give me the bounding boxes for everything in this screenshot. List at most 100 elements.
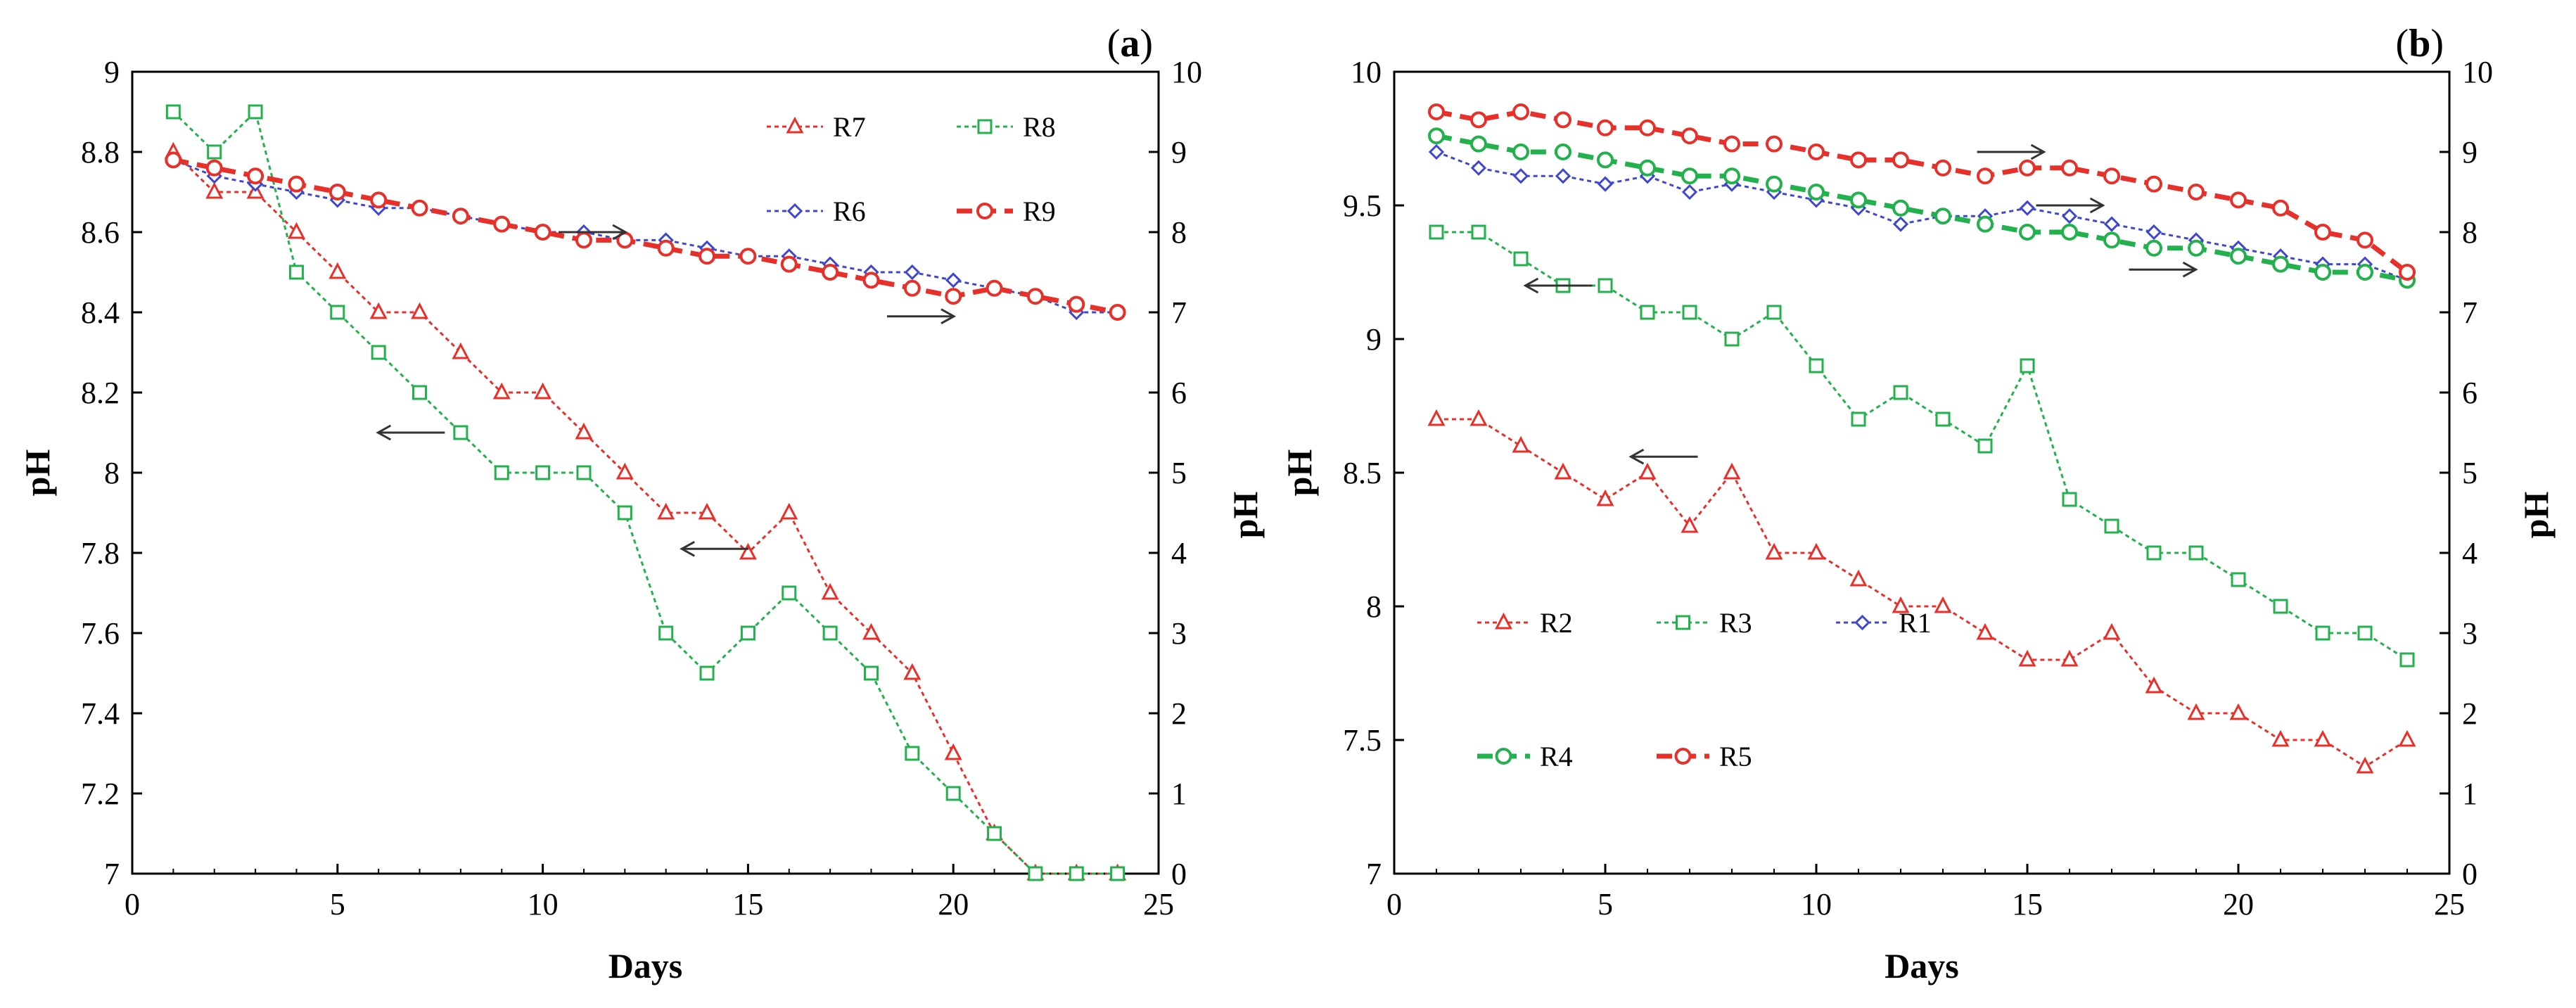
- panel-b-data-point-R5: [2145, 175, 2162, 193]
- panel-b-data-point-R2: [1427, 409, 1446, 426]
- panel-b-data-point-R4: [1723, 167, 1740, 185]
- panel-b-data-point-R5: [1512, 103, 1529, 120]
- panel-b-data-point-R3: [1724, 331, 1740, 347]
- panel-b-data-point-R2: [1765, 542, 1783, 560]
- panel-a-series-R8: [165, 104, 1126, 881]
- panel-a-legend-item-R7: R7: [767, 111, 866, 143]
- panel-a-data-point-R9: [986, 279, 1003, 297]
- panel-b-y2-tick-label: 2: [2462, 696, 2478, 731]
- panel-a-series-line-R7: [172, 151, 1118, 875]
- panel-b-data-point-R2: [1469, 409, 1488, 426]
- panel-b-data-point-R1: [1512, 168, 1529, 184]
- panel-b-arrow-right: [2036, 197, 2105, 214]
- panel-a-data-point-R9: [247, 167, 264, 185]
- panel-b-data-point-R2: [1723, 462, 1741, 480]
- panel-a-legend: R7 R8 R6 R9: [767, 111, 1056, 227]
- panel-b-data-point-R4: [2061, 224, 2078, 241]
- panel-a-y-tick-label: 9: [104, 55, 120, 89]
- panel-a-data-point-R8: [371, 345, 386, 360]
- panel-b-data-point-R2: [2356, 756, 2374, 774]
- panel-b-data-point-R4: [1512, 143, 1529, 160]
- panel-b-data-point-R3: [1977, 438, 1993, 454]
- panel-b-data-point-R3: [2188, 545, 2204, 561]
- panel-b-data-point-R3: [1893, 385, 1908, 400]
- panel-a-series-R7: [164, 141, 1127, 881]
- panel-b-data-point-R2: [1892, 596, 1910, 613]
- panel-a-data-point-R7: [534, 382, 552, 400]
- panel-a-data-point-R9: [534, 224, 551, 241]
- panel-b-data-point-R2: [2271, 729, 2290, 747]
- panel-a-y-tick-label: 8.2: [81, 376, 120, 410]
- panel-b-data-point-R2: [1849, 569, 1868, 587]
- panel-a-data-point-R7: [205, 181, 224, 199]
- panel-a-legend-item-R9: R9: [957, 196, 1056, 227]
- panel-a-data-point-R7: [287, 222, 305, 239]
- panel-b-data-point-R1: [1470, 160, 1487, 176]
- panel-b-data-point-R5: [1723, 135, 1740, 153]
- panel-a-y2-axis-title: pH: [1225, 492, 1265, 539]
- panel-b-data-point-R4: [1850, 191, 1867, 209]
- panel-b-data-point-R5: [2019, 159, 2036, 177]
- panel-a-y2-tick-label: 3: [1171, 616, 1187, 651]
- panel-a-y2-tick-label: 2: [1171, 696, 1187, 731]
- panel-b-legend-label-R4: R4: [1540, 741, 1573, 772]
- panel-a-y2-tick-label: 0: [1171, 857, 1187, 891]
- panel-b-legend-item-R1: R1: [1836, 607, 1932, 639]
- panel-b-data-point-R2: [1807, 542, 1825, 560]
- panel-a-data-point-R7: [780, 502, 798, 520]
- panel-a-data-point-R9: [862, 272, 880, 289]
- panel-b-data-point-R1: [1555, 168, 1571, 184]
- panel-a-x-tick-label: 10: [528, 887, 559, 921]
- panel-b-data-point-R4: [1766, 175, 1783, 193]
- panel-a-y-tick-label: 7.8: [81, 536, 120, 570]
- panel-a-data-point-R8: [535, 465, 551, 480]
- panel-b-data-point-R5: [2103, 167, 2120, 185]
- panel-b-x-tick-label: 15: [2012, 887, 2043, 921]
- panel-b-data-point-R3: [1935, 412, 1951, 427]
- panel-a-data-point-R6: [945, 272, 962, 288]
- panel-b-y2-tick-label: 8: [2462, 215, 2478, 250]
- panel-b-y2-tick-label: 0: [2462, 857, 2478, 891]
- panel-b-data-point-R2: [2103, 623, 2121, 640]
- panel-a-data-point-R8: [453, 425, 468, 440]
- panel-b-data-point-R3: [1640, 305, 1655, 320]
- panel-a-legend-item-R6: R6: [767, 196, 866, 227]
- panel-a-legend-marker-R7: [786, 116, 804, 134]
- panel-b-label: (b): [2396, 22, 2444, 65]
- panel-b-data-point-R3: [2231, 572, 2246, 587]
- panel-a-chart: 0 5 10 15 20 2577.27.47.67.888.28.48.68.89012…: [18, 22, 1265, 985]
- panel-b-data-point-R4: [2230, 248, 2247, 265]
- panel-a-data-point-R8: [905, 746, 920, 761]
- panel-a-x-tick-label: 15: [732, 887, 763, 921]
- panel-a-x-axis-title: Days: [608, 946, 683, 985]
- panel-a-data-point-R8: [617, 505, 632, 521]
- panel-a-data-point-R8: [1069, 866, 1084, 881]
- panel-b-y2-tick-label: 4: [2462, 536, 2478, 570]
- panel-a-data-point-R7: [657, 502, 675, 520]
- panel-b-legend-label-R1: R1: [1899, 607, 1932, 639]
- panel-b-x-tick-label: 20: [2223, 887, 2254, 921]
- panel-a-y2-tick-label: 5: [1171, 456, 1187, 490]
- panel-b-legend-label-R3: R3: [1719, 607, 1752, 639]
- panel-a-data-point-R8: [822, 625, 838, 641]
- panel-a-data-point-R9: [945, 288, 962, 305]
- panel-b-data-point-R2: [1554, 462, 1572, 480]
- panel-b-data-point-R5: [2272, 199, 2289, 217]
- panel-b-data-point-R2: [1638, 462, 1657, 480]
- panel-a-x-tick-label: 25: [1143, 887, 1174, 921]
- panel-a-y-tick-label: 8.6: [81, 215, 120, 250]
- panel-b-y2-tick-label: 1: [2462, 777, 2478, 811]
- panel-b-data-point-R3: [1766, 305, 1782, 320]
- panel-b-data-point-R3: [2315, 625, 2330, 641]
- panel-b-data-point-R2: [2018, 649, 2036, 667]
- panel-b-data-point-R2: [2314, 729, 2332, 747]
- panel-a-y-tick-label: 7: [104, 857, 120, 891]
- panel-b-data-point-R2: [1934, 596, 1952, 613]
- panel-a-data-point-R8: [863, 665, 879, 681]
- panel-b-data-point-R5: [1808, 143, 1825, 160]
- panel-a-y2-tick-label: 8: [1171, 215, 1187, 250]
- panel-b-data-point-R5: [1892, 151, 1909, 169]
- panel-b-data-point-R4: [1428, 127, 1445, 145]
- panel-b-legend-marker-R2: [1495, 612, 1512, 630]
- panel-a-data-point-R8: [658, 625, 674, 641]
